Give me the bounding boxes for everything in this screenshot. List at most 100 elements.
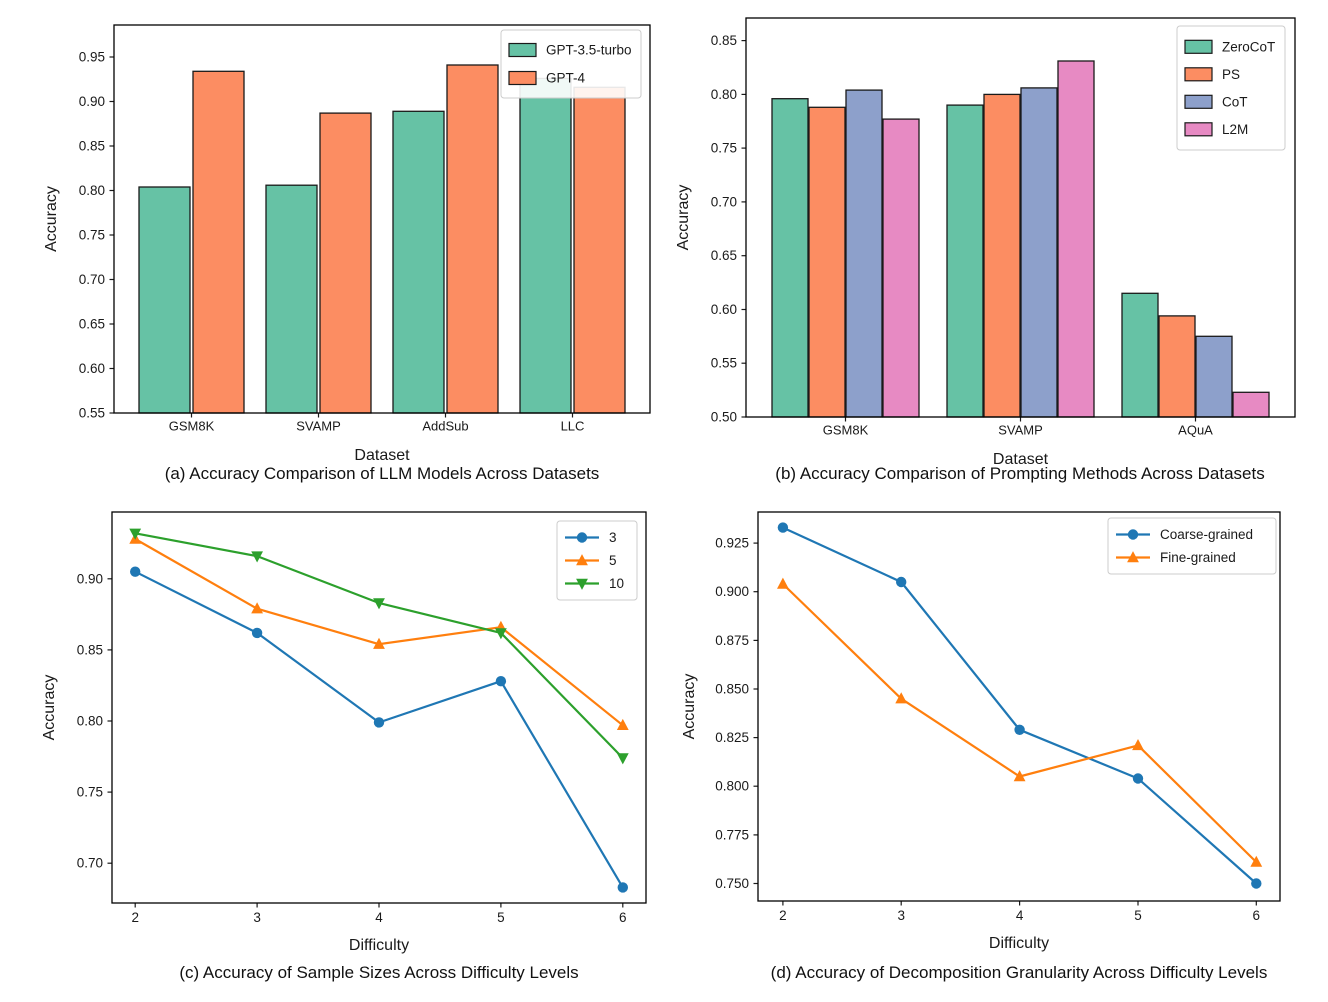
triangle-up-marker <box>1132 739 1144 751</box>
y-tick-label: 0.80 <box>79 183 105 198</box>
chart-c-plot-area: 2 3 4 5 6 0.70 0.75 0.80 0.85 0.90 Accuracy Difficu… <box>41 511 647 954</box>
y-tick-label: 0.775 <box>715 827 749 842</box>
y-tick-label: 0.50 <box>711 410 737 425</box>
chart-c-sample-sizes: 2 3 4 5 6 0.70 0.75 0.80 0.85 0.90 Accuracy Difficu… <box>0 500 664 1002</box>
bar-AddSub-GPT-3.5-turbo <box>392 110 445 414</box>
x-tick-label: 5 <box>1134 908 1142 923</box>
bar-AQuA-L2M <box>1232 391 1270 418</box>
y-tick-label: 0.70 <box>79 272 105 287</box>
y-tick-label: 0.55 <box>79 406 105 421</box>
bar-GSM8K-GPT-4 <box>192 70 245 414</box>
chart-d-caption: (d) Accuracy of Decomposition Granularit… <box>770 963 1268 982</box>
triangle-down-marker <box>616 753 629 765</box>
chart-b-prompting-methods: GSM8K SVAMP AQuA 0.50 0.55 0.60 0.65 0.70 0.75 0.… <box>664 0 1328 500</box>
y-tick-label: 0.825 <box>715 730 749 745</box>
chart-a-caption: (a) Accuracy Comparison of LLM Models Ac… <box>164 464 600 483</box>
circle-marker <box>1132 773 1144 784</box>
x-tick-label: 6 <box>619 910 627 925</box>
x-tick-label: 6 <box>1253 908 1261 923</box>
x-axis-label: Dataset <box>993 451 1049 468</box>
line-5 <box>134 538 624 727</box>
triangle-up-marker <box>1127 551 1139 563</box>
plot-frame <box>113 24 651 414</box>
legend-item-L2M: L2M <box>1184 122 1248 137</box>
triangle-up-marker <box>576 554 588 566</box>
legend-item-CoT: CoT <box>1184 94 1248 109</box>
chart-d-plot-area: 2 3 4 5 6 0.750 0.775 0.800 0.825 0.850 0.875 0.900… <box>681 511 1281 952</box>
legend-item-5: 5 <box>565 553 617 568</box>
legend-label: L2M <box>1222 122 1248 137</box>
x-tick-label: SVAMP <box>296 419 341 434</box>
x-tick-label: GSM8K <box>823 423 869 438</box>
legend-item-GPT-4: GPT-4 <box>508 70 586 86</box>
chart-a-plot-area: GSM8K SVAMP AddSub LLC 0.55 0.60 0.65 0.70 0.75 0… <box>43 24 651 464</box>
legend-item-10: 10 <box>565 576 624 591</box>
circle-marker <box>373 717 385 728</box>
triangle-up-marker <box>1013 770 1026 782</box>
y-tick-label: 0.875 <box>715 633 749 648</box>
y-tick-label: 0.750 <box>715 876 749 891</box>
x-tick-label: 2 <box>779 908 787 923</box>
y-axis-label: Accuracy <box>43 186 60 252</box>
y-tick-label: 0.90 <box>77 571 103 586</box>
line-3 <box>134 570 624 888</box>
x-axis-label: Dataset <box>354 447 410 464</box>
triangle-down-marker <box>129 528 142 540</box>
plot-frame <box>757 511 1281 902</box>
y-tick-label: 0.85 <box>79 139 105 154</box>
x-tick-label: 4 <box>375 910 383 925</box>
x-axis-label: Difficulty <box>349 937 409 954</box>
legend-label: 10 <box>609 576 624 591</box>
series-3 <box>130 566 628 893</box>
triangle-down-marker <box>251 551 263 563</box>
y-tick-label: 0.70 <box>711 194 737 209</box>
x-tick-label: AQuA <box>1178 423 1213 438</box>
bar-SVAMP-GPT-4 <box>319 112 372 414</box>
y-tick-label: 0.850 <box>715 682 749 697</box>
y-tick-label: 0.75 <box>77 785 103 800</box>
legend-swatch <box>508 70 537 86</box>
x-tick-label: 3 <box>253 910 261 925</box>
circle-marker <box>576 532 588 543</box>
triangle-up-marker <box>616 718 629 730</box>
circle-marker <box>1014 724 1025 735</box>
x-tick-label: 3 <box>897 908 905 923</box>
x-tick-label: LLC <box>561 419 585 434</box>
y-tick-label: 0.85 <box>77 642 103 657</box>
plot-frame <box>111 511 647 904</box>
y-tick-label: 0.65 <box>79 317 105 332</box>
legend-label: ZeroCoT <box>1222 39 1275 54</box>
x-tick-label: 2 <box>131 910 139 925</box>
chart-b-caption: (b) Accuracy Comparison of Prompting Met… <box>775 464 1265 483</box>
line-Coarse-grained <box>782 526 1258 885</box>
legend-box <box>500 29 642 99</box>
y-tick-label: 0.900 <box>715 584 749 599</box>
legend-label: GPT-3.5-turbo <box>546 43 632 58</box>
legend-label: Coarse-grained <box>1160 527 1253 542</box>
legend-swatch <box>1184 67 1213 82</box>
bar-SVAMP-PS <box>983 93 1021 418</box>
y-tick-label: 0.85 <box>711 33 737 48</box>
circle-marker <box>130 566 141 577</box>
circle-marker <box>251 627 263 639</box>
bar-SVAMP-ZeroCoT <box>946 104 984 418</box>
bar-AddSub-GPT-4 <box>446 64 499 414</box>
series-Coarse-grained <box>777 522 1262 889</box>
chart-b-plot-area: GSM8K SVAMP AQuA 0.50 0.55 0.60 0.65 0.70 0.75 0.… <box>675 17 1296 468</box>
y-tick-label: 0.70 <box>77 856 103 871</box>
legend-item-3: 3 <box>565 530 617 545</box>
x-tick-label: SVAMP <box>998 423 1043 438</box>
legend-swatch <box>1184 122 1213 137</box>
circle-marker <box>777 522 789 533</box>
legend-label: 3 <box>609 530 617 545</box>
bar-AQuA-ZeroCoT <box>1121 292 1159 418</box>
bar-GSM8K-L2M <box>882 118 920 418</box>
y-tick-label: 0.75 <box>711 141 737 156</box>
y-tick-label: 0.55 <box>711 356 737 371</box>
x-axis-label: Difficulty <box>989 935 1049 952</box>
bar-LLC-GPT-4 <box>573 86 626 414</box>
y-tick-label: 0.60 <box>79 361 105 376</box>
circle-marker <box>896 576 907 588</box>
legend-swatch <box>1184 39 1213 54</box>
